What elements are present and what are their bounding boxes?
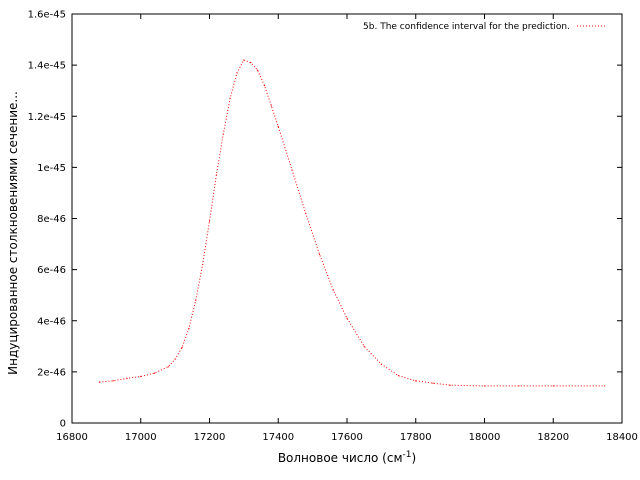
data-point (126, 377, 128, 379)
x-tick-label: 17000 (125, 432, 157, 443)
data-point (174, 358, 176, 360)
data-point (380, 363, 382, 365)
x-tick-label: 17600 (331, 432, 363, 443)
data-point (432, 382, 434, 384)
data-point (153, 372, 156, 374)
data-point (332, 289, 334, 291)
data-point (208, 220, 211, 222)
data-point (449, 384, 451, 386)
data-point (250, 61, 252, 64)
x-tick-label: 18000 (469, 432, 501, 443)
y-tick-label: 1.2e-45 (28, 112, 66, 123)
data-point (112, 380, 114, 382)
data-point (202, 263, 204, 266)
data-point (305, 212, 307, 214)
data-point (291, 169, 293, 171)
x-tick-label: 17200 (194, 432, 226, 443)
y-tick-label: 1e-45 (37, 163, 66, 174)
data-point (397, 375, 400, 377)
data-point (188, 327, 190, 330)
data-point (483, 385, 486, 387)
data-point (140, 375, 142, 378)
x-axis-label-main: Волновое число (см (278, 451, 403, 465)
data-point (181, 346, 183, 349)
data-point (552, 385, 554, 387)
data-point (229, 97, 231, 99)
x-axis-ticks: 16800 17000 17200 17400 17600 17800 18000 18200… (56, 14, 638, 443)
data-point (604, 385, 606, 387)
x-axis-label-close: ) (411, 451, 416, 465)
data-point (236, 72, 238, 74)
data-point (257, 69, 259, 71)
data-point (243, 59, 245, 61)
y-axis-label: Индуцированное столкновениями сечение... (6, 91, 20, 375)
data-point (518, 385, 520, 387)
y-tick-label: 8e-46 (37, 214, 66, 225)
x-tick-label: 17800 (400, 432, 432, 443)
data-point (215, 174, 217, 176)
series-line (99, 59, 605, 387)
y-axis-ticks: 0 2e-46 4e-46 6e-46 8e-46 1e-45 1.2e-45 1.4e-45… (28, 10, 622, 430)
y-tick-label: 4e-46 (37, 316, 66, 327)
data-point (195, 299, 197, 301)
data-point (346, 317, 348, 319)
data-point (263, 84, 266, 87)
y-tick-label: 6e-46 (37, 265, 66, 276)
x-axis-label: Волновое число (см-1) (278, 450, 416, 465)
y-tick-label: 1.6e-45 (28, 10, 66, 21)
x-tick-label: 18200 (537, 432, 569, 443)
y-tick-label: 1.4e-45 (28, 61, 66, 72)
series-layer (98, 59, 606, 387)
x-tick-label: 16800 (56, 432, 88, 443)
data-point (222, 133, 224, 135)
data-point (98, 381, 101, 383)
data-point (363, 345, 365, 347)
data-point (318, 253, 321, 255)
x-tick-label: 18400 (606, 432, 638, 443)
legend-label: 5b. The confidence interval for the pred… (363, 22, 570, 32)
data-point (270, 105, 272, 107)
legend: 5b. The confidence interval for the pred… (363, 22, 607, 32)
data-point (167, 366, 169, 368)
y-tick-label: 2e-46 (37, 367, 66, 378)
x-tick-label: 17400 (262, 432, 294, 443)
data-point (415, 380, 417, 382)
y-tick-label: 0 (60, 419, 66, 430)
x-axis-label-sup: -1 (403, 450, 412, 460)
plot-frame (71, 13, 623, 424)
data-point (277, 125, 279, 128)
